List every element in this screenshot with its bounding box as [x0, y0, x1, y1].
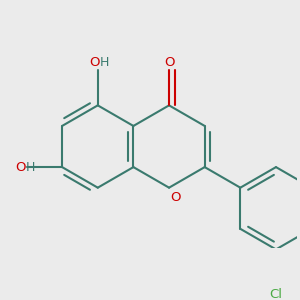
Text: O: O [164, 56, 174, 69]
Text: H: H [99, 56, 109, 69]
Text: H: H [26, 160, 35, 174]
Text: O: O [89, 56, 99, 69]
Text: Cl: Cl [269, 288, 283, 300]
Text: O: O [15, 160, 26, 174]
Text: O: O [171, 191, 181, 205]
